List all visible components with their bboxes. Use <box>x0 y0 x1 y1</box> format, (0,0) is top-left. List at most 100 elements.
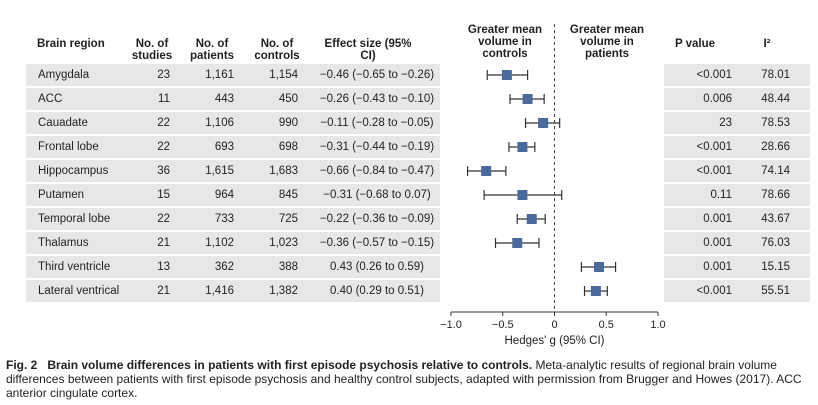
table-cell-p: <0.001 <box>696 69 733 81</box>
table-cell-studies: 22 <box>157 117 170 129</box>
effect-point <box>594 262 605 272</box>
table-cell-controls: 1,154 <box>269 69 298 81</box>
table-cell-region: Third ventricle <box>38 261 111 273</box>
table-row-background <box>26 208 440 230</box>
table-cell-i2: 43.67 <box>761 213 790 225</box>
header-i2: I² <box>763 38 771 50</box>
table-cell-controls: 725 <box>278 213 298 225</box>
x-tick-label: −1.0 <box>440 319 462 331</box>
table-cell-studies: 22 <box>157 213 170 225</box>
effect-point <box>517 142 528 152</box>
table-cell-controls: 1,382 <box>269 285 298 297</box>
caption-title: Brain volume differences in patients wit… <box>47 358 533 372</box>
table-row-background <box>26 160 440 182</box>
effect-point <box>526 214 537 224</box>
table-cell-region: Thalamus <box>38 237 89 249</box>
table-row-background <box>26 136 440 158</box>
header-controls: No. of controls <box>254 38 300 62</box>
table-cell-p: <0.001 <box>696 141 733 153</box>
table-cell-controls: 388 <box>278 261 298 273</box>
table-cell-p: 0.006 <box>703 93 732 105</box>
effect-point <box>501 70 512 80</box>
table-cell-p: 0.001 <box>703 237 732 249</box>
table-cell-controls: 1,023 <box>269 237 298 249</box>
table-cell-region: Temporal lobe <box>38 213 111 225</box>
table-cell-p: 23 <box>719 117 732 129</box>
header-studies: No. of studies <box>131 38 173 62</box>
table-cell-effect: 0.40 (0.29 to 0.51) <box>330 285 424 297</box>
table-cell-patients: 964 <box>214 189 234 201</box>
table-cell-p: <0.001 <box>696 285 733 297</box>
table-row-background-right <box>664 256 810 278</box>
table-cell-studies: 21 <box>157 237 170 249</box>
caption-label: Fig. 2 <box>6 358 38 372</box>
header-p-value: P value <box>674 38 716 50</box>
table-cell-effect: −0.31 (−0.44 to −0.19) <box>319 141 435 153</box>
table-cell-i2: 48.44 <box>761 93 790 105</box>
x-tick-label: 1.0 <box>650 319 665 331</box>
table-cell-region: Lateral ventrical <box>38 285 120 297</box>
table-row-background-right <box>664 88 810 110</box>
table-cell-i2: 78.53 <box>761 117 790 129</box>
x-axis-label: Hedges' g (95% CI) <box>505 335 605 347</box>
table-cell-controls: 990 <box>278 117 298 129</box>
table-cell-region: Cauadate <box>38 117 88 129</box>
effect-point <box>522 94 533 104</box>
table-cell-effect: −0.31 (−0.68 to 0.07) <box>323 189 431 201</box>
table-cell-i2: 15.15 <box>761 261 790 273</box>
table-cell-patients: 1,102 <box>205 237 234 249</box>
table-cell-p: 0.11 <box>710 189 732 201</box>
table-cell-effect: −0.66 (−0.84 to −0.47) <box>319 165 435 177</box>
table-row-background <box>26 112 440 134</box>
table-cell-i2: 55.51 <box>761 285 790 297</box>
table-cell-studies: 23 <box>157 69 170 81</box>
effect-point <box>512 238 523 248</box>
table-cell-effect: −0.26 (−0.43 to −0.10) <box>319 93 435 105</box>
table-cell-patients: 1,161 <box>205 69 234 81</box>
table-cell-patients: 362 <box>214 261 234 273</box>
x-tick-label: 0 <box>551 319 557 331</box>
table-cell-effect: −0.22 (−0.36 to −0.09) <box>319 213 435 225</box>
table-cell-patients: 733 <box>214 213 234 225</box>
figure-caption: Fig. 2 Brain volume differences in patie… <box>6 358 812 400</box>
table-cell-region: ACC <box>38 93 63 105</box>
table-cell-controls: 698 <box>278 141 298 153</box>
table-cell-effect: −0.11 (−0.28 to −0.05) <box>320 117 434 129</box>
table-cell-patients: 693 <box>214 141 234 153</box>
table-cell-i2: 74.14 <box>761 165 790 177</box>
table-cell-studies: 11 <box>158 93 170 105</box>
table-cell-patients: 1,615 <box>205 165 234 177</box>
table-cell-i2: 76.03 <box>761 237 790 249</box>
header-region: Brain region <box>37 38 105 50</box>
effect-point <box>538 118 549 128</box>
x-tick-label: −0.5 <box>492 319 514 331</box>
table-row-background <box>26 232 440 254</box>
table-cell-region: Putamen <box>38 189 85 201</box>
table-cell-i2: 78.01 <box>761 69 790 81</box>
table-row-background-right <box>664 112 810 134</box>
table-row-background-right <box>664 184 810 206</box>
table-row-background <box>26 64 440 86</box>
table-cell-patients: 1,416 <box>205 285 234 297</box>
table-cell-controls: 450 <box>278 93 298 105</box>
table-cell-p: <0.001 <box>696 165 733 177</box>
table-cell-patients: 443 <box>214 93 234 105</box>
table-cell-studies: 13 <box>157 261 170 273</box>
header-patients: No. of patients <box>189 38 235 62</box>
caption-text: Meta-analytic results of regional brain … <box>6 358 802 400</box>
forest-plot: −1.0 −0.5 0 0.5 1.0 Hedges' g (95% CI) <box>440 24 666 347</box>
table-cell-p: 0.001 <box>703 213 732 225</box>
table-cell-patients: 1,106 <box>205 117 234 129</box>
table-cell-region: Hippocampus <box>38 165 109 177</box>
x-tick-label: 0.5 <box>599 319 614 331</box>
table-row-background-right <box>664 64 810 86</box>
table-cell-effect: −0.36 (−0.57 to −0.15) <box>319 237 435 249</box>
table-cell-effect: 0.43 (0.26 to 0.59) <box>330 261 424 273</box>
table-row-background-right <box>664 280 810 302</box>
header-greater-patients: Greater mean volume in patients <box>569 24 645 60</box>
table-cell-studies: 36 <box>157 165 170 177</box>
table-cell-controls: 1,683 <box>269 165 298 177</box>
table-row-background <box>26 184 440 206</box>
table-cell-studies: 22 <box>157 141 170 153</box>
effect-point <box>481 166 492 176</box>
